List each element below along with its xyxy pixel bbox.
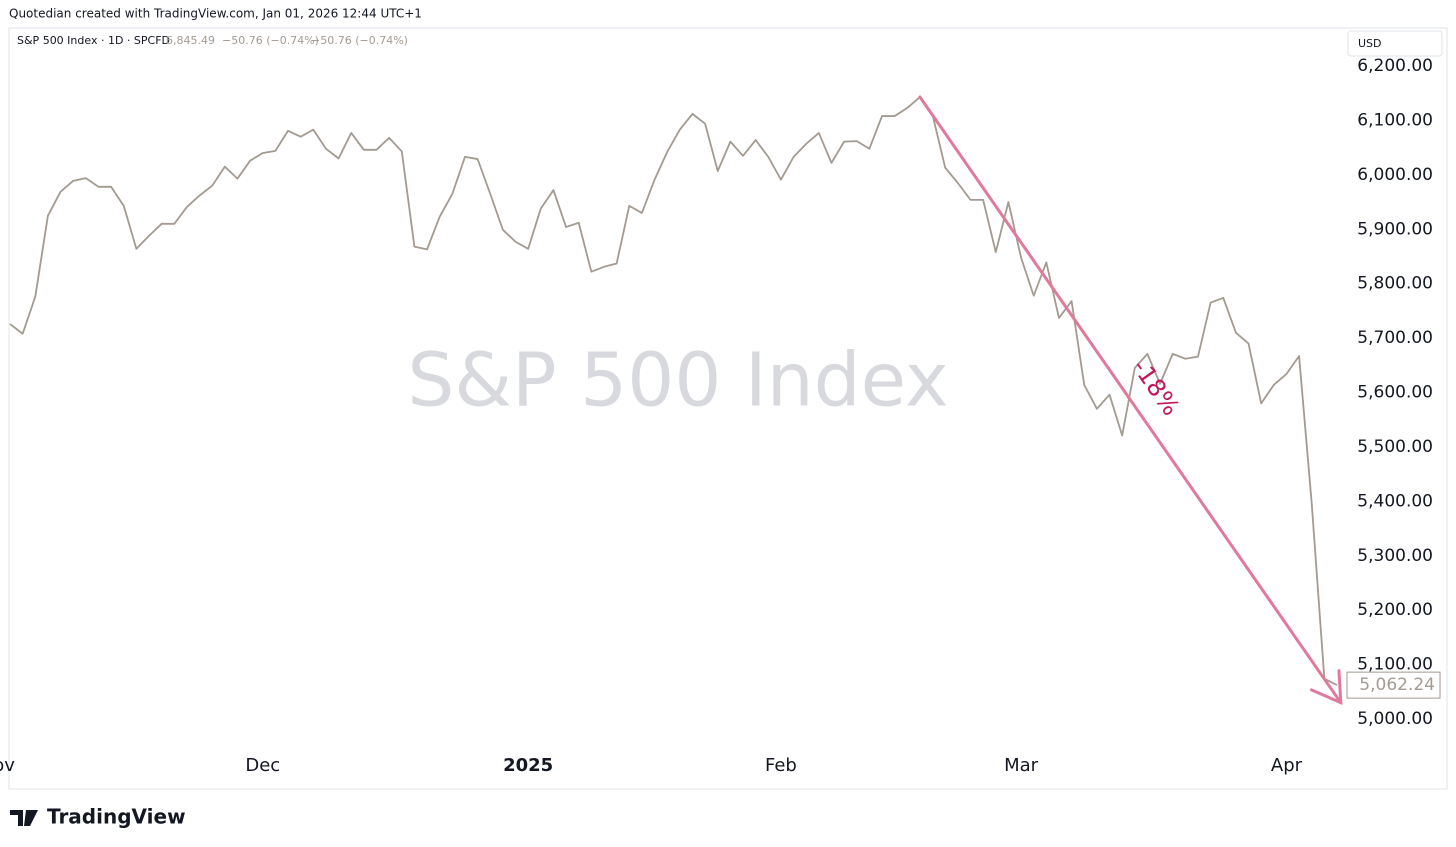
currency-box[interactable] <box>1347 30 1443 57</box>
arrow-head <box>1309 669 1343 706</box>
x-tick-label: Nov <box>0 755 15 776</box>
change: −50.76 (−0.74%) <box>311 34 408 47</box>
arrow-line <box>918 95 1343 705</box>
logo-text: TradingView <box>47 805 186 829</box>
currency[interactable]: USD <box>1358 37 1382 50</box>
annotation-label: -18% <box>1127 354 1186 421</box>
price-line <box>9 96 1338 686</box>
change: −50.76 (−0.74%) <box>222 34 319 47</box>
y-tick-label: 5,200.00 <box>1357 600 1433 620</box>
y-tick-label: 5,000.00 <box>1357 709 1433 729</box>
last-price-box <box>1346 671 1441 699</box>
y-tick-label: 5,400.00 <box>1357 491 1433 511</box>
x-tick-label: Feb <box>765 755 797 776</box>
x-tick-label: Mar <box>1004 755 1039 776</box>
last-price-label: 5,062.24 <box>1359 675 1435 695</box>
y-tick-label: 6,000.00 <box>1357 165 1433 185</box>
x-tick-label: Dec <box>245 755 280 776</box>
logo-icon <box>10 810 38 826</box>
y-tick-label: 5,700.00 <box>1357 328 1433 348</box>
y-tick-label: 5,600.00 <box>1357 383 1433 403</box>
price: 6,845.49 <box>166 34 215 47</box>
y-tick-label: 5,800.00 <box>1357 274 1433 294</box>
symbol: S&P 500 Index · 1D · SPCFD <box>17 34 170 47</box>
x-tick-label: 2025 <box>503 755 553 776</box>
watermark: S&P 500 Index <box>407 338 948 424</box>
x-tick-label: Apr <box>1271 755 1303 776</box>
logo: TradingView <box>10 805 186 829</box>
y-tick-label: 6,100.00 <box>1357 110 1433 130</box>
chart-frame <box>8 27 1448 790</box>
y-tick-label: 6,200.00 <box>1357 56 1433 76</box>
y-tick-label: 5,500.00 <box>1357 437 1433 457</box>
credit: Quotedian created with TradingView.com, … <box>9 7 422 21</box>
y-tick-label: 5,900.00 <box>1357 219 1433 239</box>
y-tick-label: 5,300.00 <box>1357 546 1433 566</box>
y-tick-label: 5,100.00 <box>1357 655 1433 675</box>
